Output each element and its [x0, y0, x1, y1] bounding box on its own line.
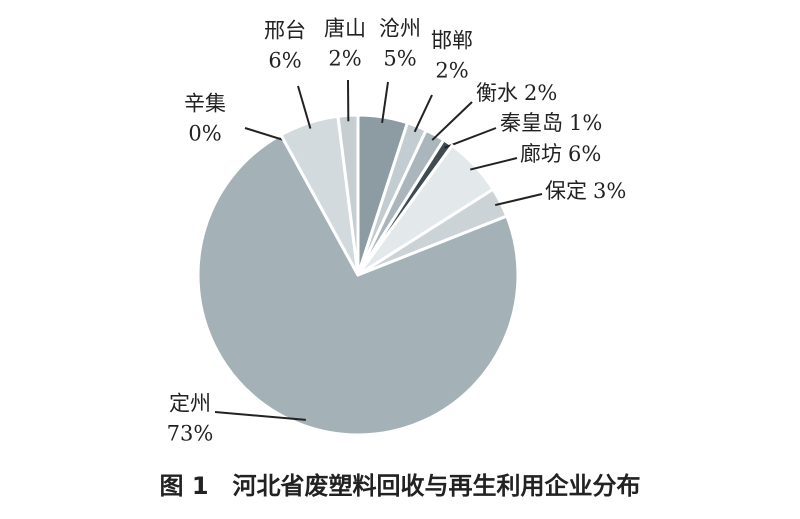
- slice-label: 邯郸: [431, 29, 473, 53]
- value-label: 1%: [569, 111, 602, 135]
- slice-label: 唐山: [324, 17, 366, 41]
- value-label: 73%: [167, 422, 214, 446]
- value-label: 0%: [188, 122, 221, 146]
- leader-line: [432, 102, 472, 140]
- value-label: 5%: [383, 47, 416, 71]
- slice-label: 沧州: [379, 17, 421, 41]
- value-label: 6%: [268, 49, 301, 73]
- value-label: 2%: [328, 47, 361, 71]
- leader-line: [298, 86, 310, 129]
- chart-title: 图 1 河北省废塑料回收与再生利用企业分布: [159, 472, 640, 500]
- leader-line: [415, 95, 432, 132]
- slice-label: 辛集: [184, 92, 226, 116]
- slice-label: 衡水: [476, 81, 518, 105]
- value-label: 2%: [435, 59, 468, 83]
- slice-label: 秦皇岛: [500, 111, 563, 135]
- slice-label: 保定: [545, 179, 587, 203]
- slice-label: 定州: [169, 392, 211, 416]
- leader-line: [470, 158, 517, 170]
- slice-label: 廊坊: [520, 142, 562, 166]
- value-label: 2%: [524, 81, 557, 105]
- value-label: 3%: [593, 179, 626, 203]
- slice-label: 邢台: [264, 19, 306, 43]
- leader-line: [245, 128, 284, 140]
- leader-line: [495, 194, 542, 205]
- value-label: 6%: [568, 142, 601, 166]
